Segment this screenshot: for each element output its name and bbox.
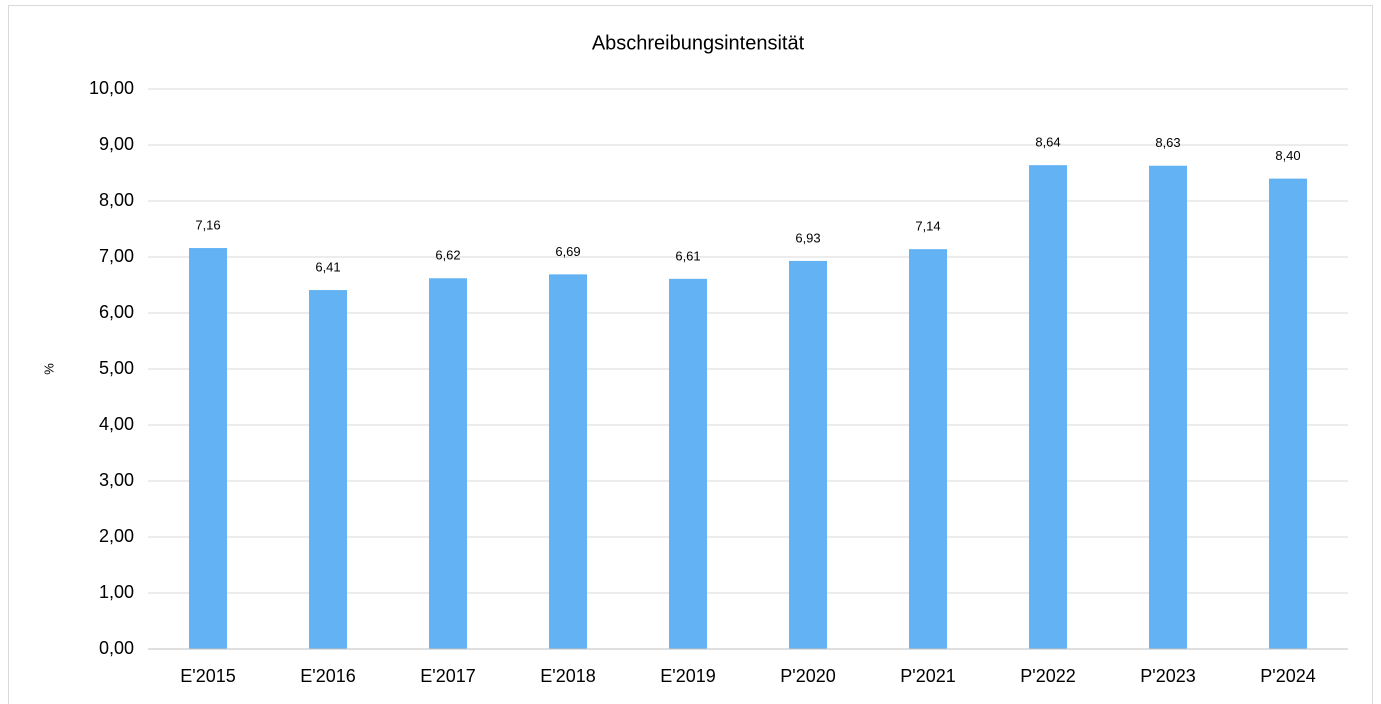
data-label: 8,63: [1155, 135, 1180, 150]
data-label: 8,64: [1035, 135, 1060, 150]
x-tick-label: E'2016: [300, 666, 356, 686]
data-label: 7,14: [915, 219, 940, 234]
chart-title: Abschreibungsintensität: [592, 32, 805, 54]
bar: [1149, 165, 1187, 649]
bar: [1029, 165, 1067, 649]
y-tick-label: 9,00: [99, 134, 134, 154]
x-tick-label: P'2022: [1020, 666, 1076, 686]
data-label: 8,40: [1275, 148, 1300, 163]
data-label: 7,16: [195, 217, 220, 232]
data-label: 6,41: [315, 259, 340, 274]
y-tick-label: 2,00: [99, 526, 134, 546]
y-tick-label: 7,00: [99, 246, 134, 266]
bar: [1269, 178, 1307, 649]
y-tick-label: 3,00: [99, 470, 134, 490]
bar: [429, 278, 467, 649]
x-tick-label: E'2018: [540, 666, 596, 686]
x-tick-label: P'2020: [780, 666, 836, 686]
data-label: 6,62: [435, 248, 460, 263]
x-tick-label: E'2015: [180, 666, 236, 686]
y-tick-label: 4,00: [99, 414, 134, 434]
x-tick-label: P'2021: [900, 666, 956, 686]
bar: [549, 274, 587, 649]
y-tick-label: 1,00: [99, 582, 134, 602]
y-tick-label: 6,00: [99, 302, 134, 322]
x-tick-label: E'2019: [660, 666, 716, 686]
bar: [669, 278, 707, 649]
x-tick-label: P'2023: [1140, 666, 1196, 686]
data-label: 6,69: [555, 244, 580, 259]
data-label: 6,61: [675, 248, 700, 263]
y-tick-label: 0,00: [99, 638, 134, 658]
y-tick-label: 5,00: [99, 358, 134, 378]
bar: [789, 260, 827, 649]
y-tick-label: 10,00: [89, 78, 134, 98]
x-tick-label: P'2024: [1260, 666, 1316, 686]
bar: [189, 248, 227, 650]
bar: [909, 249, 947, 649]
y-tick-label: 8,00: [99, 190, 134, 210]
bar: [309, 290, 347, 649]
y-axis-label: %: [41, 363, 56, 375]
x-tick-label: E'2017: [420, 666, 476, 686]
data-label: 6,93: [795, 230, 820, 245]
